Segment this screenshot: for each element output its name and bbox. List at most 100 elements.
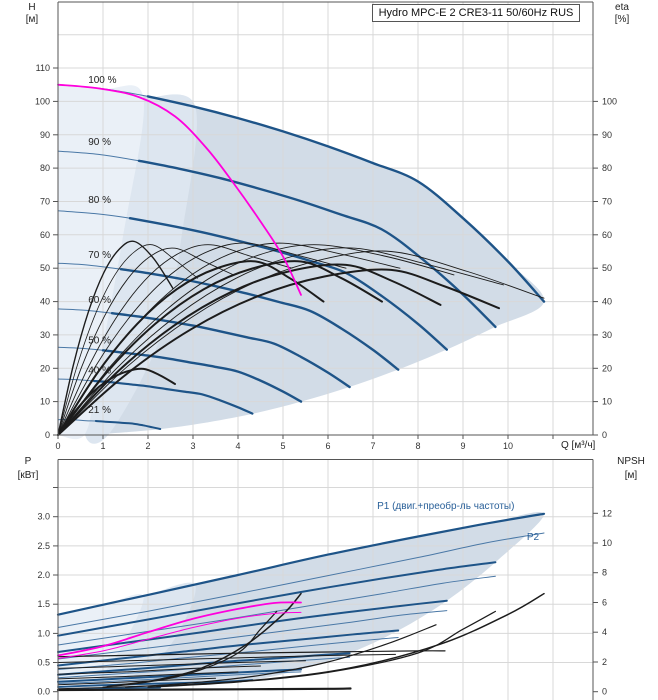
- npsh-curve-1p90: [102, 610, 278, 688]
- left-tick-label: 3.0: [37, 512, 50, 522]
- right-tick-label: 70: [602, 197, 612, 207]
- right-tick-label: 10: [602, 538, 612, 548]
- eta-curve-a: [57, 244, 198, 436]
- power-wedge-light: [58, 594, 144, 690]
- right-tick-label: 2: [602, 657, 607, 667]
- h-axis-unit: [м]: [25, 14, 39, 25]
- right-tick-label: 50: [602, 263, 612, 273]
- label-p1: P1 (двиг.+преобр-ль частоты): [377, 500, 514, 512]
- duty-curve: [57, 83, 302, 296]
- right-tick-label: 40: [602, 297, 612, 307]
- left-tick-label: 1.5: [37, 599, 50, 609]
- chart-title-box: Hydro MPC-E 2 CRE3-11 50/60Hz RUS: [372, 4, 580, 22]
- x-tick-label: 10: [503, 441, 513, 451]
- eta-curve-t3: [57, 263, 442, 436]
- label-speed-70: 70 %: [88, 250, 111, 261]
- label-speed-21: 21 %: [88, 405, 111, 416]
- eta-axis-unit: [%]: [614, 14, 630, 25]
- p1-curve-90: [57, 561, 497, 637]
- eta-curve-h: [57, 250, 545, 436]
- p2-curve-90: [57, 575, 496, 646]
- eta-curve-small: [57, 367, 176, 436]
- wedge-mid: [84, 94, 197, 444]
- label-speed-40: 40 %: [88, 365, 111, 376]
- black-power-5: [57, 671, 239, 680]
- x-tick-label: 5: [280, 441, 285, 451]
- left-tick-label: 60: [40, 230, 50, 240]
- right-tick-label: 80: [602, 163, 612, 173]
- power-npsh-chart-svg: 0.0 0.5 1.0 1.5 2.0 2.5 3.0 0 2 4 6 8 10 12 P1 (двиг.+…: [37, 459, 612, 700]
- right-tick-label: 60: [602, 230, 612, 240]
- npsh-curve-1p100: [106, 592, 302, 688]
- x-tick-label: 0: [55, 441, 60, 451]
- left-tick-label: 0: [45, 430, 50, 440]
- p2-curve-60: [57, 656, 351, 679]
- label-speed-60: 60 %: [88, 295, 111, 306]
- x-tick-label: 9: [460, 441, 465, 451]
- q-axis-label: Q [м³/ч]: [561, 440, 596, 451]
- black-power-6: [57, 677, 216, 686]
- h-axis-label: H: [28, 2, 36, 13]
- label-speed-80: 80 %: [88, 195, 111, 206]
- p1-curve-100: [56, 512, 546, 616]
- speed-curve-21-thick: [94, 420, 162, 430]
- right-tick-label: 12: [602, 508, 612, 518]
- right-tick-label: 6: [602, 598, 607, 608]
- speed-curve-80-thick: [128, 217, 448, 351]
- npsh-axis-label: NPSH: [617, 456, 645, 467]
- left-tick-label: 20: [40, 363, 50, 373]
- duty-p2-curve: [57, 611, 302, 659]
- left-tick-label: 50: [40, 263, 50, 273]
- x-tick-label: 6: [325, 441, 330, 451]
- black-power-2: [57, 653, 396, 663]
- left-tick-label: 30: [40, 330, 50, 340]
- eta-curve-d: [57, 242, 347, 436]
- eta-curve-b: [57, 247, 234, 436]
- npsh-curve-2p90: [147, 610, 496, 688]
- left-tick-label: 100: [35, 96, 50, 106]
- npsh-axis-unit: [м]: [624, 470, 638, 481]
- left-tick-label: 0.0: [37, 687, 50, 697]
- left-tick-label: 2.0: [37, 570, 50, 580]
- qh-eta-chart-svg: 0 1 2 3 4 5 6 7 8 9 100102030405060708090100110010…: [35, 1, 617, 451]
- p2-curve-70: [57, 637, 399, 670]
- right-tick-label: 4: [602, 627, 607, 637]
- right-tick-label: 30: [602, 330, 612, 340]
- left-tick-label: 0.5: [37, 658, 50, 668]
- npsh-curve-mid: [124, 624, 437, 688]
- left-tick-label: 110: [36, 63, 50, 73]
- wedge-light: [58, 84, 144, 440]
- black-power-base: [56, 687, 352, 692]
- x-tick-label: 7: [370, 441, 375, 451]
- eta-curve-c: [57, 244, 293, 436]
- left-tick-label: 2.5: [37, 541, 50, 551]
- p-axis-unit: [кВт]: [17, 470, 39, 481]
- speed-curve-40-thick: [92, 379, 254, 415]
- left-tick-label: 10: [40, 397, 50, 407]
- p2-curve-100: [57, 532, 545, 628]
- eta-curve-t1: [57, 260, 325, 436]
- x-tick-label: 1: [100, 441, 105, 451]
- right-tick-label: 10: [602, 397, 612, 407]
- right-tick-label: 100: [602, 96, 617, 106]
- speed-curve-90-thick: [137, 159, 497, 329]
- x-tick-label: 8: [415, 441, 420, 451]
- right-tick-label: 0: [602, 430, 607, 440]
- x-tick-label: 3: [190, 441, 195, 451]
- x-tick-label: 2: [145, 441, 150, 451]
- eta-curve-t2: [57, 260, 383, 436]
- p1-curve-40: [57, 679, 254, 688]
- left-tick-label: 1.0: [37, 628, 50, 638]
- duty-p1-curve: [57, 601, 302, 657]
- left-tick-label: 90: [40, 130, 50, 140]
- left-tick-label: 40: [40, 297, 50, 307]
- right-tick-label: 8: [602, 568, 607, 578]
- power-wedge-mid: [82, 582, 196, 692]
- right-tick-label: 20: [602, 363, 612, 373]
- label-speed-50: 50 %: [88, 335, 111, 346]
- label-speed-90: 90 %: [88, 137, 111, 148]
- p-axis-label: P: [24, 456, 32, 467]
- left-tick-label: 70: [40, 197, 50, 207]
- black-power-3: [57, 660, 306, 669]
